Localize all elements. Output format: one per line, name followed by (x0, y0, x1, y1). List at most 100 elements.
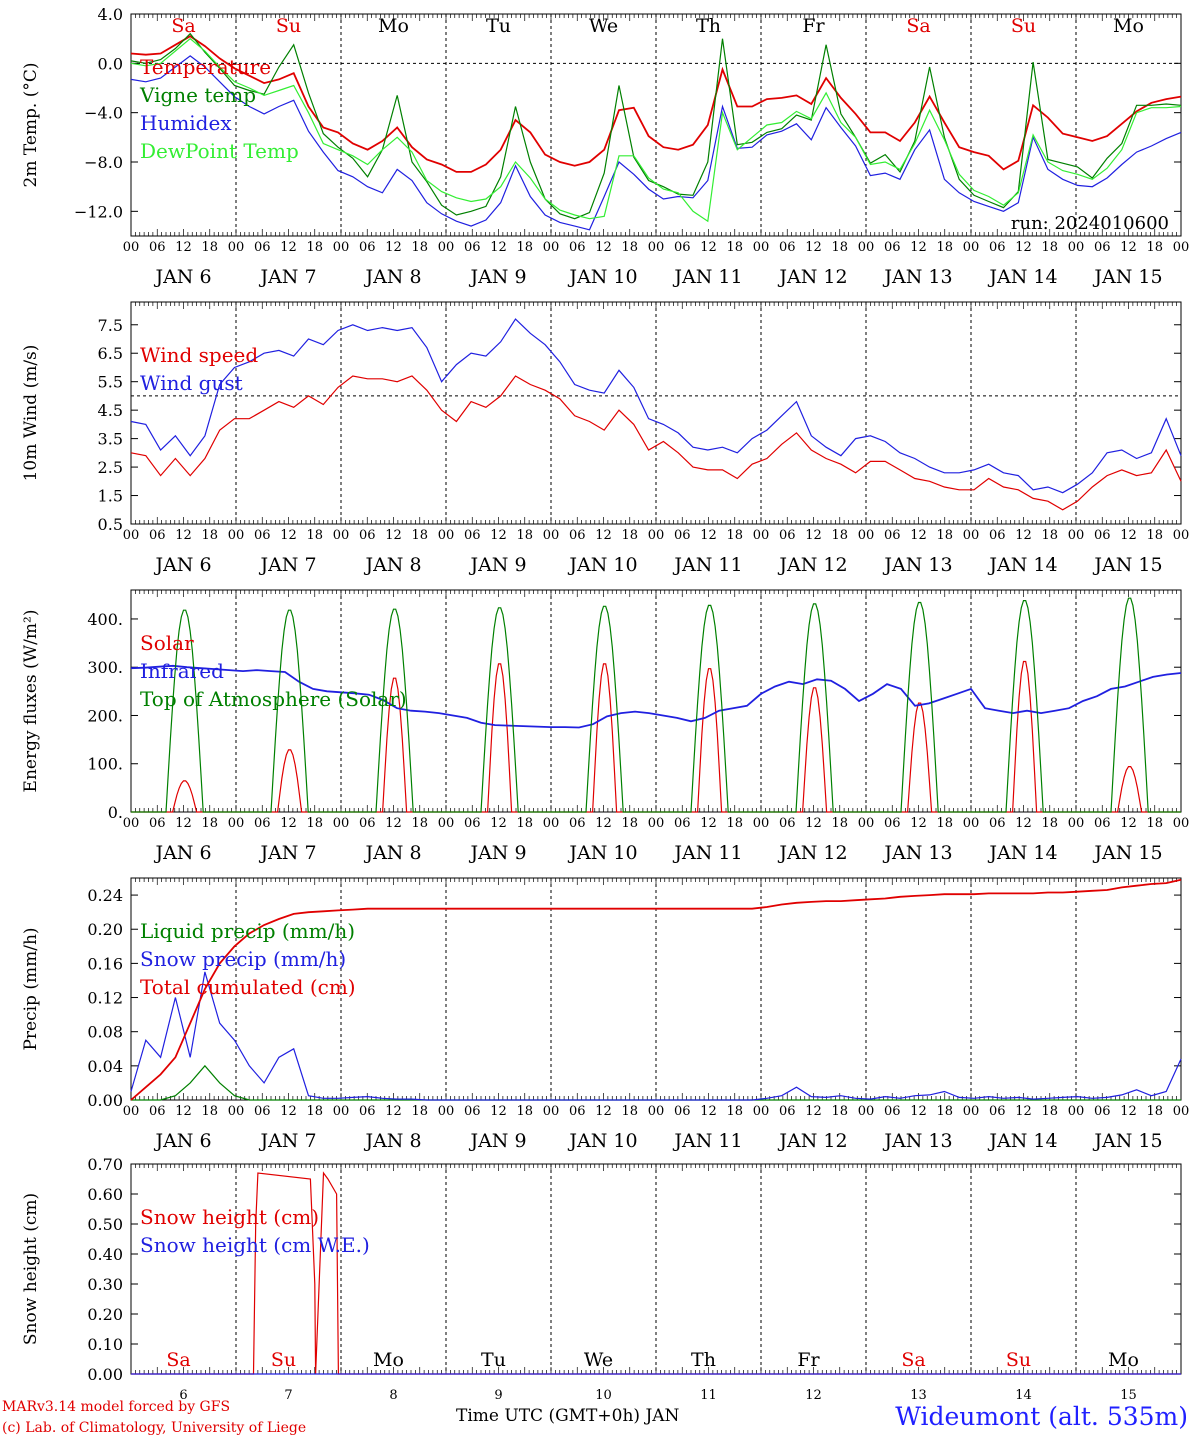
station-name: Wideumont (alt. 535m) (895, 1402, 1188, 1431)
date-label: JAN 14 (987, 266, 1057, 288)
y-axis-label: 2m Temp. (°C) (21, 62, 41, 187)
weekday-label: Mo (373, 1349, 404, 1371)
day-number-label: 9 (494, 1388, 502, 1403)
y-tick-label: 0.04 (87, 1057, 123, 1076)
hour-label: 06 (884, 528, 901, 543)
hour-label: 06 (149, 816, 166, 831)
y-tick-label: 0.20 (87, 1305, 123, 1324)
weekday-label: We (589, 15, 618, 37)
hour-label: 12 (805, 240, 822, 255)
hour-label: 18 (726, 528, 743, 543)
hour-label: 06 (254, 528, 271, 543)
day-number-label: 15 (1120, 1388, 1137, 1403)
y-tick-label: 0.50 (87, 1215, 123, 1234)
y-tick-label: 200. (87, 706, 123, 725)
hour-label: 18 (831, 1104, 848, 1119)
hour-label: 00 (333, 816, 350, 831)
day-number-label: 10 (595, 1388, 612, 1403)
hour-label: 18 (1146, 240, 1163, 255)
date-label: JAN 11 (672, 266, 742, 288)
hour-label: 00 (123, 816, 140, 831)
date-label: JAN 13 (882, 842, 952, 864)
hour-label: 18 (621, 816, 638, 831)
day-number-label: 8 (389, 1388, 397, 1403)
date-label: JAN 9 (468, 554, 526, 576)
date-label: JAN 10 (567, 554, 637, 576)
hour-label: 00 (858, 240, 875, 255)
y-tick-label: 1.5 (98, 487, 123, 506)
y-tick-label: 0.10 (87, 1335, 123, 1354)
hour-label: 06 (989, 528, 1006, 543)
hour-label: 06 (569, 816, 586, 831)
hour-label: 12 (175, 816, 192, 831)
hour-label: 00 (438, 1104, 455, 1119)
hour-label: 18 (306, 240, 323, 255)
hour-label: 18 (411, 1104, 428, 1119)
date-label: JAN 7 (258, 266, 316, 288)
date-label: JAN 12 (777, 1130, 847, 1152)
hour-label: 06 (149, 528, 166, 543)
hour-label: 12 (805, 528, 822, 543)
weekday-label: Mo (1113, 15, 1144, 37)
hour-label: 00 (648, 1104, 665, 1119)
x-axis-label: Time UTC (GMT+0h) JAN (456, 1406, 680, 1426)
hour-label: 00 (963, 1104, 980, 1119)
hour-label: 00 (438, 816, 455, 831)
hour-label: 12 (1120, 1104, 1137, 1119)
hour-label: 06 (254, 816, 271, 831)
date-label: JAN 8 (363, 266, 421, 288)
hour-label: 18 (726, 816, 743, 831)
weekday-label: Sa (901, 1349, 925, 1371)
hour-label: 18 (726, 1104, 743, 1119)
hour-label: 00 (438, 528, 455, 543)
hour-label: 12 (595, 240, 612, 255)
date-label: JAN 14 (987, 554, 1057, 576)
date-label: JAN 9 (468, 842, 526, 864)
hour-label: 12 (175, 528, 192, 543)
date-label: JAN 13 (882, 266, 952, 288)
y-tick-label: 300. (87, 658, 123, 677)
hour-label: 12 (910, 240, 927, 255)
date-label: JAN 15 (1092, 266, 1162, 288)
hour-label: 06 (779, 240, 796, 255)
hour-label: 06 (674, 240, 691, 255)
hour-label: 00 (333, 528, 350, 543)
hour-label: 06 (359, 240, 376, 255)
hour-label: 00 (228, 240, 245, 255)
legend-entry: Total cumulated (cm) (140, 975, 356, 999)
y-tick-label: 0.60 (87, 1185, 123, 1204)
hour-label: 06 (254, 240, 271, 255)
weekday-label: Th (696, 15, 721, 37)
y-tick-label: 2.5 (98, 458, 123, 477)
hour-label: 00 (753, 240, 770, 255)
hour-label: 18 (201, 528, 218, 543)
hour-label: 00 (1173, 816, 1190, 831)
hour-label: 00 (1173, 528, 1190, 543)
legend-entry: Snow height (cm) (140, 1205, 319, 1229)
hour-label: 06 (779, 528, 796, 543)
legend-entry: Wind speed (140, 343, 258, 367)
hour-label: 12 (175, 1104, 192, 1119)
hour-label: 12 (175, 240, 192, 255)
hour-label: 00 (753, 816, 770, 831)
date-label: JAN 10 (567, 842, 637, 864)
y-axis-label: Energy fluxes (W/m²) (21, 610, 41, 793)
hour-label: 00 (228, 528, 245, 543)
hour-label: 00 (1068, 240, 1085, 255)
hour-label: 06 (1094, 816, 1111, 831)
date-label: JAN 6 (153, 1130, 211, 1152)
hour-label: 06 (674, 528, 691, 543)
day-number-label: 6 (179, 1388, 187, 1403)
hour-label: 18 (201, 1104, 218, 1119)
hour-label: 18 (516, 528, 533, 543)
hour-label: 00 (963, 528, 980, 543)
hour-label: 06 (674, 1104, 691, 1119)
hour-label: 06 (989, 240, 1006, 255)
series-line-dewpoint-temp (130, 37, 1182, 223)
hour-label: 06 (359, 528, 376, 543)
series-line-total-cumulated-cm (130, 878, 1182, 1101)
series-line-wind-gust (130, 318, 1182, 494)
y-tick-label: −8.0 (84, 153, 123, 172)
y-tick-label: 5.5 (98, 373, 123, 392)
